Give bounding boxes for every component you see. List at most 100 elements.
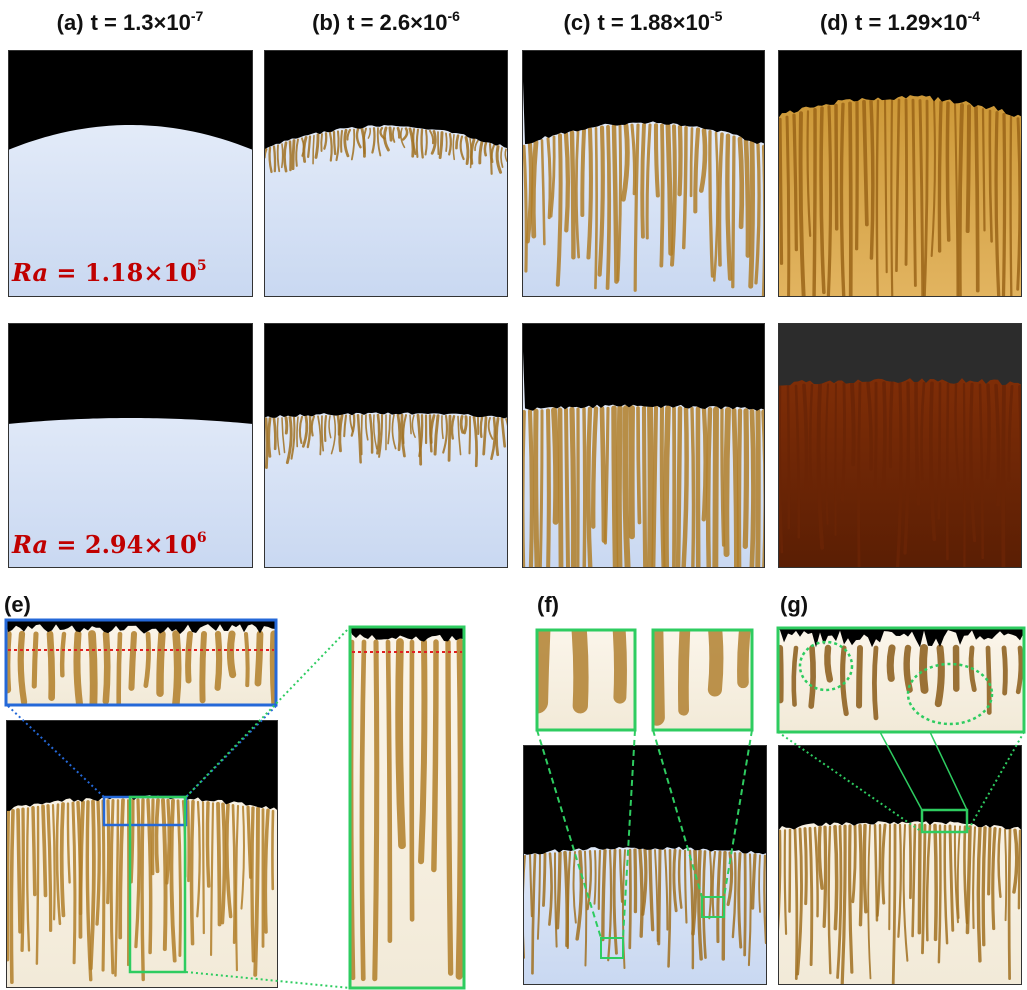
finger — [334, 132, 335, 154]
finger — [715, 409, 716, 572]
finger — [983, 109, 984, 230]
finger — [704, 409, 706, 519]
rayleigh-label: Ra = 1.18×105 — [11, 258, 207, 287]
finger — [131, 634, 134, 688]
finger — [661, 126, 662, 266]
finger — [188, 634, 190, 681]
finger — [890, 383, 892, 467]
finger — [218, 804, 220, 925]
finger — [325, 416, 326, 441]
finger — [683, 628, 685, 710]
finger — [890, 648, 892, 678]
finger — [446, 133, 447, 151]
section-label: (e) — [4, 592, 31, 617]
finger — [77, 634, 80, 710]
finger — [160, 634, 162, 693]
finger — [976, 108, 978, 291]
finger — [421, 642, 424, 861]
finger — [794, 648, 796, 705]
finger — [835, 827, 837, 929]
finger — [746, 141, 748, 256]
finger — [810, 828, 812, 964]
finger — [835, 384, 836, 535]
finger — [691, 129, 692, 196]
finger — [674, 408, 675, 614]
finger — [362, 642, 364, 979]
finger — [630, 850, 631, 948]
finger — [850, 103, 851, 341]
photo — [523, 745, 767, 985]
finger — [889, 825, 890, 929]
finger — [470, 417, 471, 453]
finger — [871, 101, 873, 258]
finger — [230, 634, 232, 675]
finger — [625, 408, 628, 579]
finger — [461, 417, 463, 433]
finger — [21, 634, 24, 702]
finger — [988, 385, 990, 477]
finger — [919, 825, 920, 933]
finger — [787, 117, 789, 331]
finger — [341, 131, 342, 152]
finger — [11, 811, 13, 982]
panel-label: (c) — [564, 10, 591, 35]
finger — [37, 807, 38, 964]
finger — [22, 809, 23, 950]
photo — [6, 620, 276, 712]
finger — [988, 648, 989, 712]
upper-layer — [264, 323, 508, 419]
finger — [740, 139, 742, 227]
photo — [653, 628, 752, 730]
finger — [836, 106, 837, 229]
finger — [274, 418, 275, 448]
finger — [964, 384, 965, 581]
section-label: (f) — [537, 592, 559, 617]
finger — [745, 854, 746, 955]
finger — [1003, 386, 1004, 573]
finger — [743, 628, 745, 682]
figure: (a)t = 1.3×10-7 (b)t = 2.6×10-6 (c)t = 1… — [0, 0, 1027, 990]
finger — [530, 411, 532, 572]
value: = 1.18×10 — [48, 258, 197, 287]
finger — [106, 634, 107, 701]
finger — [481, 417, 482, 436]
finger — [422, 130, 423, 158]
finger — [1009, 830, 1010, 979]
exponent: 6 — [197, 530, 207, 546]
finger — [290, 142, 291, 170]
finger — [282, 144, 283, 167]
upper-layer — [778, 323, 1022, 387]
symbol: Ra — [11, 258, 48, 287]
finger — [274, 147, 275, 172]
finger — [222, 804, 224, 922]
finger — [496, 418, 498, 454]
finger — [18, 810, 20, 932]
finger — [751, 143, 753, 287]
finger — [983, 828, 985, 945]
finger — [536, 411, 539, 606]
section-label: (g) — [780, 592, 808, 617]
finger — [448, 642, 451, 973]
finger — [939, 383, 940, 518]
exponent: -6 — [447, 8, 460, 24]
finger — [739, 411, 740, 627]
finger — [860, 826, 861, 925]
finger — [864, 825, 865, 911]
finger — [434, 642, 436, 870]
finger — [1019, 831, 1020, 908]
finger — [146, 634, 149, 686]
finger — [655, 628, 657, 717]
finger — [459, 642, 461, 976]
photo — [264, 323, 508, 568]
finger — [745, 411, 746, 546]
fluid — [6, 620, 276, 705]
finger — [33, 808, 35, 895]
finger — [398, 128, 399, 137]
finger — [582, 130, 584, 215]
finger — [390, 128, 391, 140]
finger — [619, 628, 620, 697]
exponent: -4 — [968, 8, 981, 24]
finger — [642, 125, 644, 237]
finger — [188, 801, 189, 880]
finger — [577, 409, 578, 623]
